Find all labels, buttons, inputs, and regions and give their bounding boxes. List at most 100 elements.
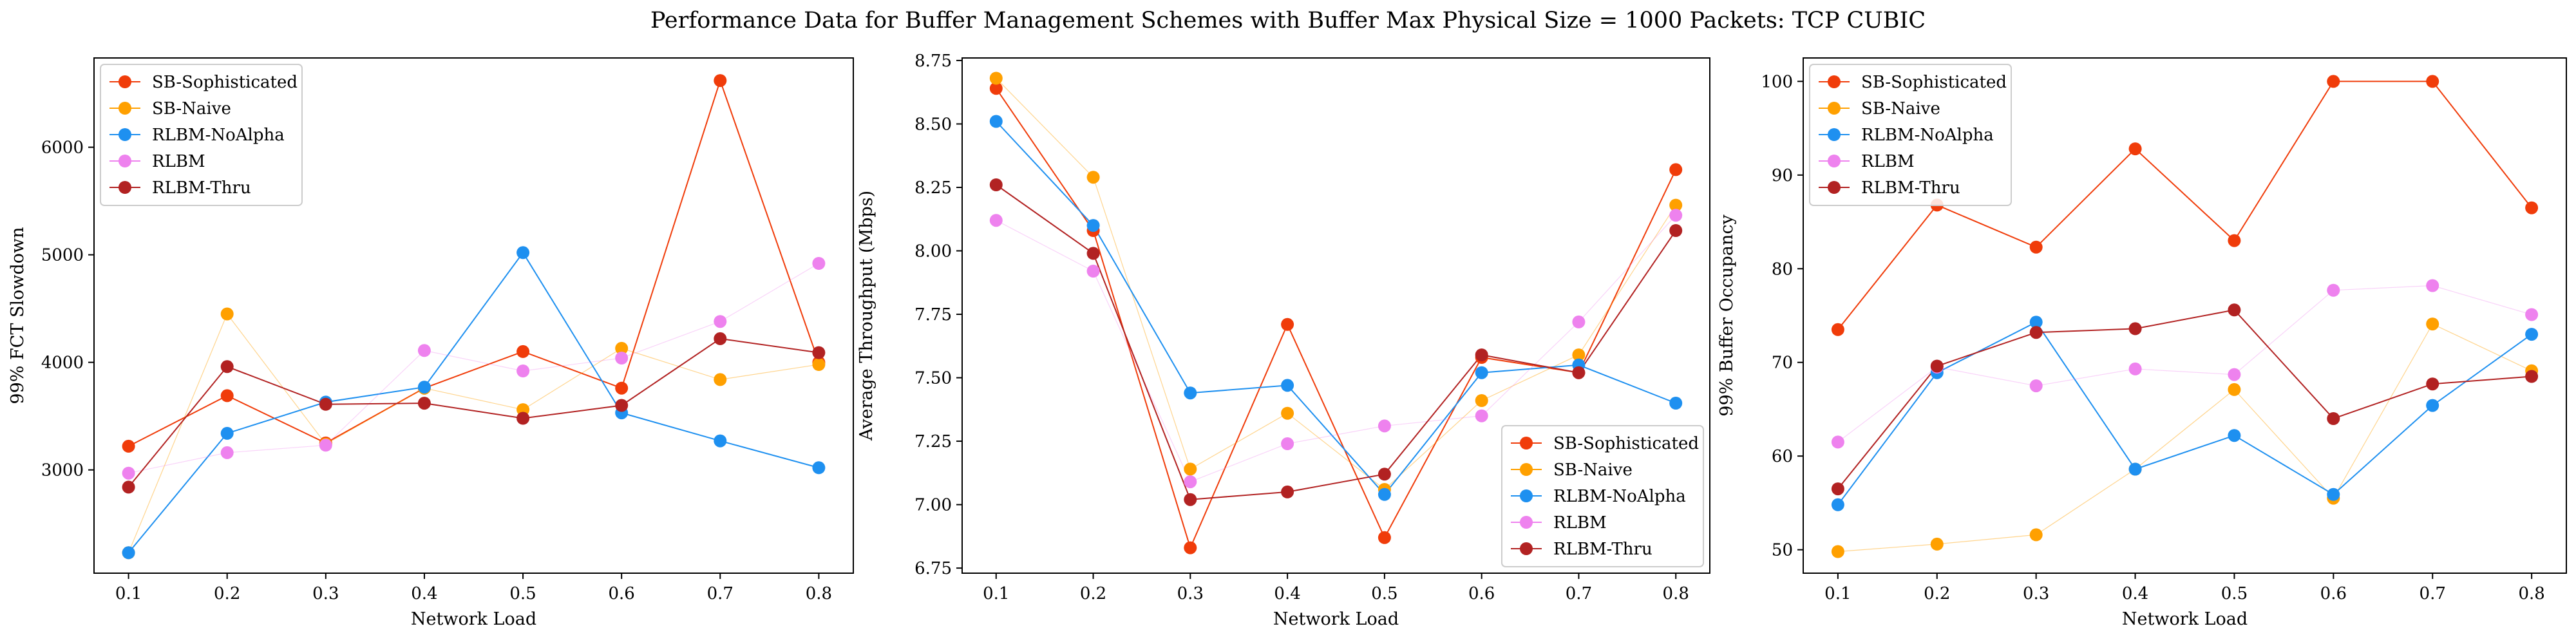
legend-box — [100, 64, 303, 206]
series-line-rlbm-thru — [996, 184, 1677, 500]
data-point-rlbm — [220, 446, 234, 459]
data-point-rlbm-noalpha — [2327, 488, 2340, 501]
data-point-rlbm-noalpha — [122, 546, 135, 560]
throughput-chart: 0.1 0.2 0.3 0.4 0.5 0.6 0.7 0.8 6.75 7.00 7.25 7.50… — [857, 52, 1710, 629]
series-line-sb-sophisticated — [128, 78, 820, 447]
series-line-rlbm — [128, 263, 819, 474]
data-point-sb-naive — [1572, 348, 1586, 362]
data-point-rlbm-thru — [516, 412, 530, 425]
x-tick-label: 0.7 — [2420, 584, 2446, 603]
legend-label-rlbm-noalpha: RLBM-NoAlpha — [1553, 487, 1686, 506]
series-line-rlbm-noalpha — [1837, 321, 2532, 506]
legend-marker-rlbm-thru — [1520, 542, 1533, 555]
data-point-rlbm — [2029, 379, 2043, 393]
x-axis-label: Network Load — [1273, 609, 1399, 629]
data-point-sb-sophisticated — [2426, 75, 2439, 88]
data-point-rlbm-thru — [1086, 247, 1100, 260]
legend-label-rlbm-thru: RLBM-Thru — [1553, 540, 1653, 559]
legend-label-rlbm: RLBM — [1553, 513, 1607, 533]
legend: SB-Sophisticated SB-Naive RLBM-NoAlpha RLBM… — [1501, 425, 1704, 567]
legend-label-rlbm-noalpha: RLBM-NoAlpha — [1861, 126, 1994, 145]
x-tick-label: 0.7 — [1566, 584, 1592, 603]
legend: SB-Sophisticated SB-Naive RLBM-NoAlpha RLBM… — [1809, 64, 2012, 206]
legend-marker-sb-naive — [1520, 463, 1533, 476]
data-point-sb-sophisticated — [1184, 541, 1197, 554]
legend-label-rlbm-thru: RLBM-Thru — [1861, 178, 1960, 198]
x-tick-label: 0.2 — [1924, 584, 1950, 603]
series-line-rlbm-thru — [128, 337, 819, 488]
data-point-sb-naive — [1930, 537, 1944, 551]
data-point-rlbm-thru — [1475, 348, 1488, 362]
data-point-rlbm-noalpha — [812, 461, 826, 475]
y-tick-label: 8.25 — [914, 178, 952, 198]
y-tick-label: 60 — [1772, 447, 1793, 466]
x-tick-label: 0.2 — [214, 584, 240, 603]
data-point-sb-sophisticated — [2128, 142, 2142, 156]
data-point-sb-naive — [812, 358, 826, 371]
x-tick-label: 0.3 — [1177, 584, 1204, 603]
legend-label-sb-sophisticated: SB-Sophisticated — [1861, 73, 2007, 92]
data-point-sb-sophisticated — [516, 345, 530, 358]
x-tick-label: 0.5 — [509, 584, 536, 603]
y-tick-label: 8.50 — [914, 115, 952, 134]
data-point-rlbm-thru — [989, 178, 1003, 191]
data-point-rlbm-thru — [2128, 322, 2142, 336]
data-point-rlbm — [1475, 409, 1488, 422]
x-tick-label: 0.4 — [2122, 584, 2148, 603]
series-line-rlbm — [996, 214, 1676, 482]
figure-title: Performance Data for Buffer Management S… — [650, 8, 1926, 33]
series-line-sb-naive — [128, 313, 819, 553]
data-point-sb-naive — [1184, 462, 1197, 476]
data-point-rlbm-thru — [2327, 412, 2340, 425]
data-point-rlbm-noalpha — [1669, 397, 1683, 410]
data-point-rlbm-noalpha — [1831, 498, 1844, 511]
data-point-sb-naive — [615, 341, 629, 355]
y-tick-label: 3000 — [41, 461, 84, 480]
x-tick-label: 0.8 — [2518, 584, 2544, 603]
data-point-rlbm — [714, 315, 727, 328]
data-point-sb-naive — [2426, 317, 2439, 331]
y-axis-label: 99% FCT Slowdown — [8, 227, 28, 404]
data-point-sb-naive — [1281, 406, 1294, 420]
data-point-rlbm — [2525, 308, 2539, 321]
y-tick-label: 8.75 — [914, 52, 952, 71]
data-point-rlbm-thru — [319, 397, 332, 411]
y-tick-label: 4000 — [41, 354, 84, 373]
data-point-rlbm-noalpha — [516, 246, 530, 260]
x-tick-label: 0.8 — [806, 584, 832, 603]
series-line-rlbm-thru — [1837, 309, 2532, 489]
legend-label-sb-naive: SB-Naive — [152, 99, 231, 118]
plot-frame — [961, 57, 1710, 574]
y-tick-label: 7.50 — [914, 369, 952, 388]
data-point-sb-sophisticated — [2228, 234, 2241, 247]
legend-label-rlbm: RLBM — [152, 152, 205, 171]
data-point-rlbm — [2426, 279, 2439, 292]
legend-marker-rlbm — [118, 155, 131, 167]
data-point-sb-naive — [1086, 171, 1100, 184]
legend-marker-sb-sophisticated — [1828, 75, 1841, 88]
x-tick-label: 0.1 — [115, 584, 142, 603]
data-point-sb-naive — [1475, 394, 1488, 407]
data-point-rlbm-noalpha — [1475, 366, 1488, 379]
data-point-rlbm — [1184, 475, 1197, 489]
legend-marker-rlbm-noalpha — [1520, 489, 1533, 502]
data-point-rlbm — [122, 466, 135, 480]
data-point-sb-sophisticated — [615, 381, 629, 395]
x-tick-label: 0.7 — [707, 584, 734, 603]
y-tick-label: 8.00 — [914, 242, 952, 261]
series-line-rlbm-noalpha — [996, 120, 1676, 496]
data-point-sb-sophisticated — [989, 82, 1003, 95]
data-point-rlbm-noalpha — [1184, 386, 1197, 400]
x-tick-label: 0.5 — [2221, 584, 2248, 603]
x-tick-label: 0.6 — [608, 584, 634, 603]
legend-marker-rlbm — [1520, 516, 1533, 529]
data-point-rlbm-noalpha — [2128, 462, 2142, 476]
data-point-sb-sophisticated — [2327, 75, 2340, 88]
legend-marker-rlbm-thru — [1828, 181, 1841, 194]
y-tick-label: 70 — [1772, 354, 1793, 373]
legend: SB-Sophisticated SB-Naive RLBM-NoAlpha RLBM… — [100, 64, 303, 206]
data-point-rlbm-thru — [812, 346, 826, 359]
data-point-rlbm-thru — [2228, 303, 2241, 317]
y-tick-label: 50 — [1772, 541, 1793, 560]
data-point-sb-naive — [220, 307, 234, 321]
